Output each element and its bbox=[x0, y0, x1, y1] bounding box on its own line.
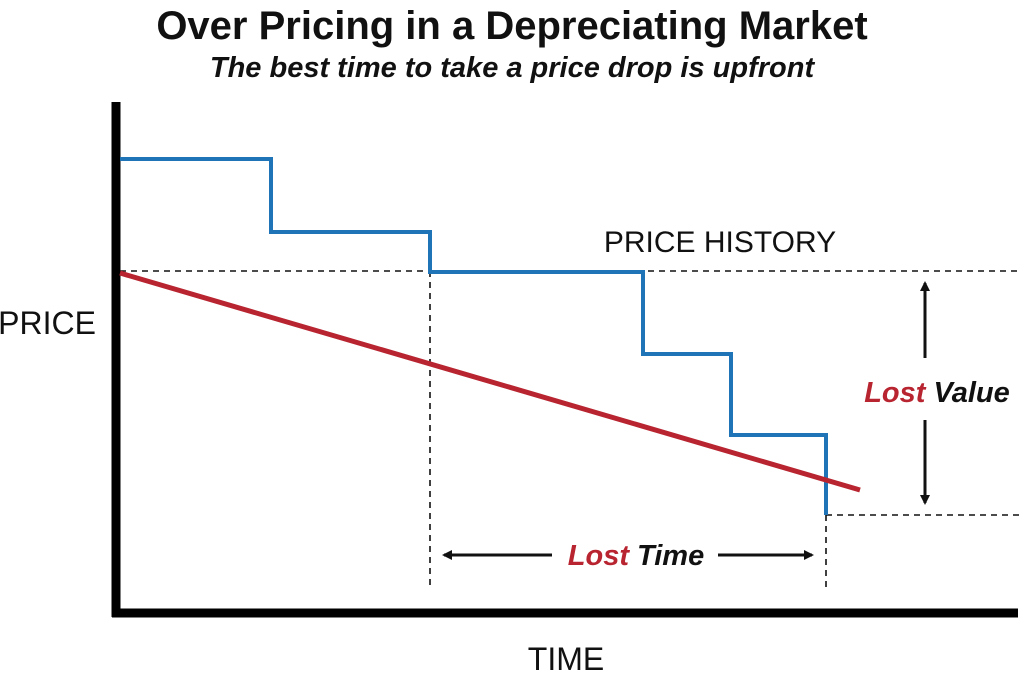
x-axis-label: TIME bbox=[528, 641, 604, 677]
lost-time-label: Lost Time bbox=[568, 540, 704, 572]
price-history-label: PRICE HISTORY bbox=[604, 226, 836, 259]
diagram-subtitle: The best time to take a price drop is up… bbox=[209, 52, 815, 84]
lost-value-label: Lost Value bbox=[864, 377, 1010, 409]
market-value-line bbox=[119, 270, 861, 493]
lost-time-accent: Lost bbox=[568, 540, 631, 572]
lost-value-accent: Lost bbox=[864, 377, 927, 409]
y-axis-label: PRICE bbox=[0, 305, 96, 341]
lost-value-rest: Value bbox=[925, 377, 1009, 409]
lost-time-rest: Time bbox=[629, 540, 704, 572]
price-history-line bbox=[120, 157, 828, 515]
diagram-title: Over Pricing in a Depreciating Market bbox=[156, 4, 868, 48]
